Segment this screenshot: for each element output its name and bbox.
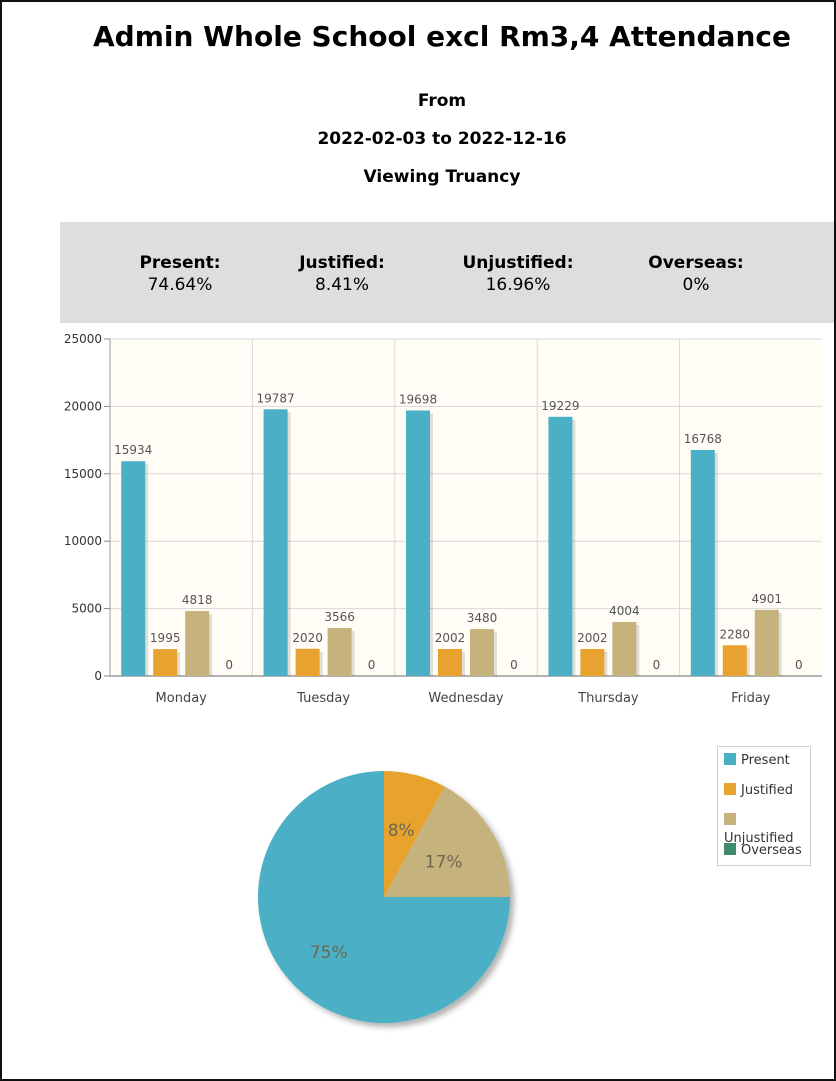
bar-present-thursday[interactable] <box>548 416 573 676</box>
data-label-present-monday: 15934 <box>114 443 152 457</box>
daily-attendance-bar-chart: 0 5000 10000 15000 20000 25000 15934 1995 4818 0 M… <box>64 332 822 706</box>
summary-present: Present: 74.64% <box>100 252 260 296</box>
x-tick-label-friday: Friday <box>731 691 771 706</box>
from-label: From <box>417 91 467 111</box>
bar-present-wednesday[interactable] <box>406 410 430 676</box>
legend-label-unjustified: Unjustified <box>724 831 794 846</box>
data-label-unjustified-thursday: 4004 <box>609 604 640 618</box>
data-label-justified-monday: 1995 <box>150 631 181 645</box>
data-label-present-thursday: 19229 <box>541 399 579 413</box>
legend-label-present: Present <box>741 753 790 768</box>
bar-justified-wednesday[interactable] <box>438 649 462 676</box>
summary-overseas-value: 0% <box>682 275 710 295</box>
bar-justified-friday[interactable] <box>722 645 747 676</box>
pie-slices <box>258 771 510 1023</box>
summary-justified-value: 8.41% <box>314 275 369 295</box>
summary-unjustified-label: Unjustified: <box>462 253 574 273</box>
bar-unjustified-monday[interactable] <box>185 611 210 676</box>
data-label-unjustified-friday: 4901 <box>752 592 783 606</box>
bar-unjustified-thursday[interactable] <box>612 622 637 676</box>
pie-slice-present[interactable] <box>258 771 510 1023</box>
x-tick-label-wednesday: Wednesday <box>428 691 504 706</box>
bar-justified-monday[interactable] <box>153 649 178 676</box>
date-range: 2022-02-03 to 2022-12-16 <box>317 129 567 149</box>
data-label-overseas-wednesday: 0 <box>510 658 518 672</box>
attendance-summary: Present: 74.64% Justified: 8.41% Unjusti… <box>60 222 834 323</box>
data-label-overseas-thursday: 0 <box>653 658 661 672</box>
summary-overseas-label: Overseas: <box>648 253 744 273</box>
view-mode-label: Viewing Truancy <box>363 167 521 187</box>
bar-unjustified-tuesday[interactable] <box>327 627 352 676</box>
summary-present-value: 74.64% <box>147 275 213 295</box>
report-title: Admin Whole School excl Rm3,4 Attendance <box>93 20 791 53</box>
summary-justified-label: Justified: <box>299 253 385 273</box>
y-tick-label: 20000 <box>64 399 102 413</box>
data-label-present-wednesday: 19698 <box>399 392 437 406</box>
bar-unjustified-wednesday[interactable] <box>470 629 494 676</box>
data-label-unjustified-tuesday: 3566 <box>324 610 355 624</box>
x-tick-label-tuesday: Tuesday <box>296 691 350 706</box>
summary-unjustified-value: 16.96% <box>485 275 551 295</box>
data-label-justified-tuesday: 2020 <box>292 631 323 645</box>
data-label-justified-friday: 2280 <box>720 627 751 641</box>
y-tick-label: 5000 <box>71 602 102 616</box>
data-label-justified-wednesday: 2002 <box>435 631 466 645</box>
legend-swatch-overseas <box>724 843 736 855</box>
x-tick-label-thursday: Thursday <box>577 691 639 706</box>
data-label-overseas-friday: 0 <box>795 658 803 672</box>
summary-unjustified: Unjustified: 16.96% <box>438 252 598 296</box>
legend-item-unjustified[interactable]: Unjustified <box>724 812 810 846</box>
summary-overseas: Overseas: 0% <box>616 252 776 296</box>
legend-swatch-justified <box>724 783 736 795</box>
legend-item-overseas[interactable]: Overseas <box>724 842 802 860</box>
pie-slice-justified[interactable] <box>384 771 445 897</box>
legend-swatch-unjustified <box>724 813 736 825</box>
bar-justified-tuesday[interactable] <box>295 648 320 676</box>
attendance-pie-chart: 8% 17% 75% <box>258 771 510 1023</box>
data-label-present-tuesday: 19787 <box>257 391 295 405</box>
legend-label-overseas: Overseas <box>741 843 802 858</box>
data-label-overseas-monday: 0 <box>225 658 233 672</box>
summary-justified: Justified: 8.41% <box>262 252 422 296</box>
y-tick-label: 10000 <box>64 534 102 548</box>
bar-present-monday[interactable] <box>121 461 146 676</box>
pie-label-justified: 8% <box>388 821 415 841</box>
pie-label-unjustified: 17% <box>425 853 463 873</box>
bar-present-tuesday[interactable] <box>263 409 288 676</box>
y-tick-label: 15000 <box>64 467 102 481</box>
data-label-unjustified-monday: 4818 <box>182 593 213 607</box>
summary-present-label: Present: <box>139 253 221 273</box>
data-label-overseas-tuesday: 0 <box>368 658 376 672</box>
legend-item-present[interactable]: Present <box>724 752 790 770</box>
bar-justified-thursday[interactable] <box>580 649 605 676</box>
data-label-justified-thursday: 2002 <box>577 631 608 645</box>
x-tick-label-monday: Monday <box>156 691 208 706</box>
data-label-unjustified-wednesday: 3480 <box>467 611 498 625</box>
y-tick-label: 0 <box>94 669 102 683</box>
legend-item-justified[interactable]: Justified <box>724 782 793 800</box>
bar-unjustified-friday[interactable] <box>754 609 779 676</box>
y-tick-label: 25000 <box>64 332 102 346</box>
pie-legend: Present Justified Unjustified Overseas <box>717 746 811 866</box>
bar-present-friday[interactable] <box>690 449 715 676</box>
data-label-present-friday: 16768 <box>684 432 722 446</box>
pie-label-present: 75% <box>310 943 348 963</box>
legend-label-justified: Justified <box>741 783 793 798</box>
pie-slice-unjustified[interactable] <box>384 786 510 897</box>
legend-swatch-present <box>724 753 736 765</box>
